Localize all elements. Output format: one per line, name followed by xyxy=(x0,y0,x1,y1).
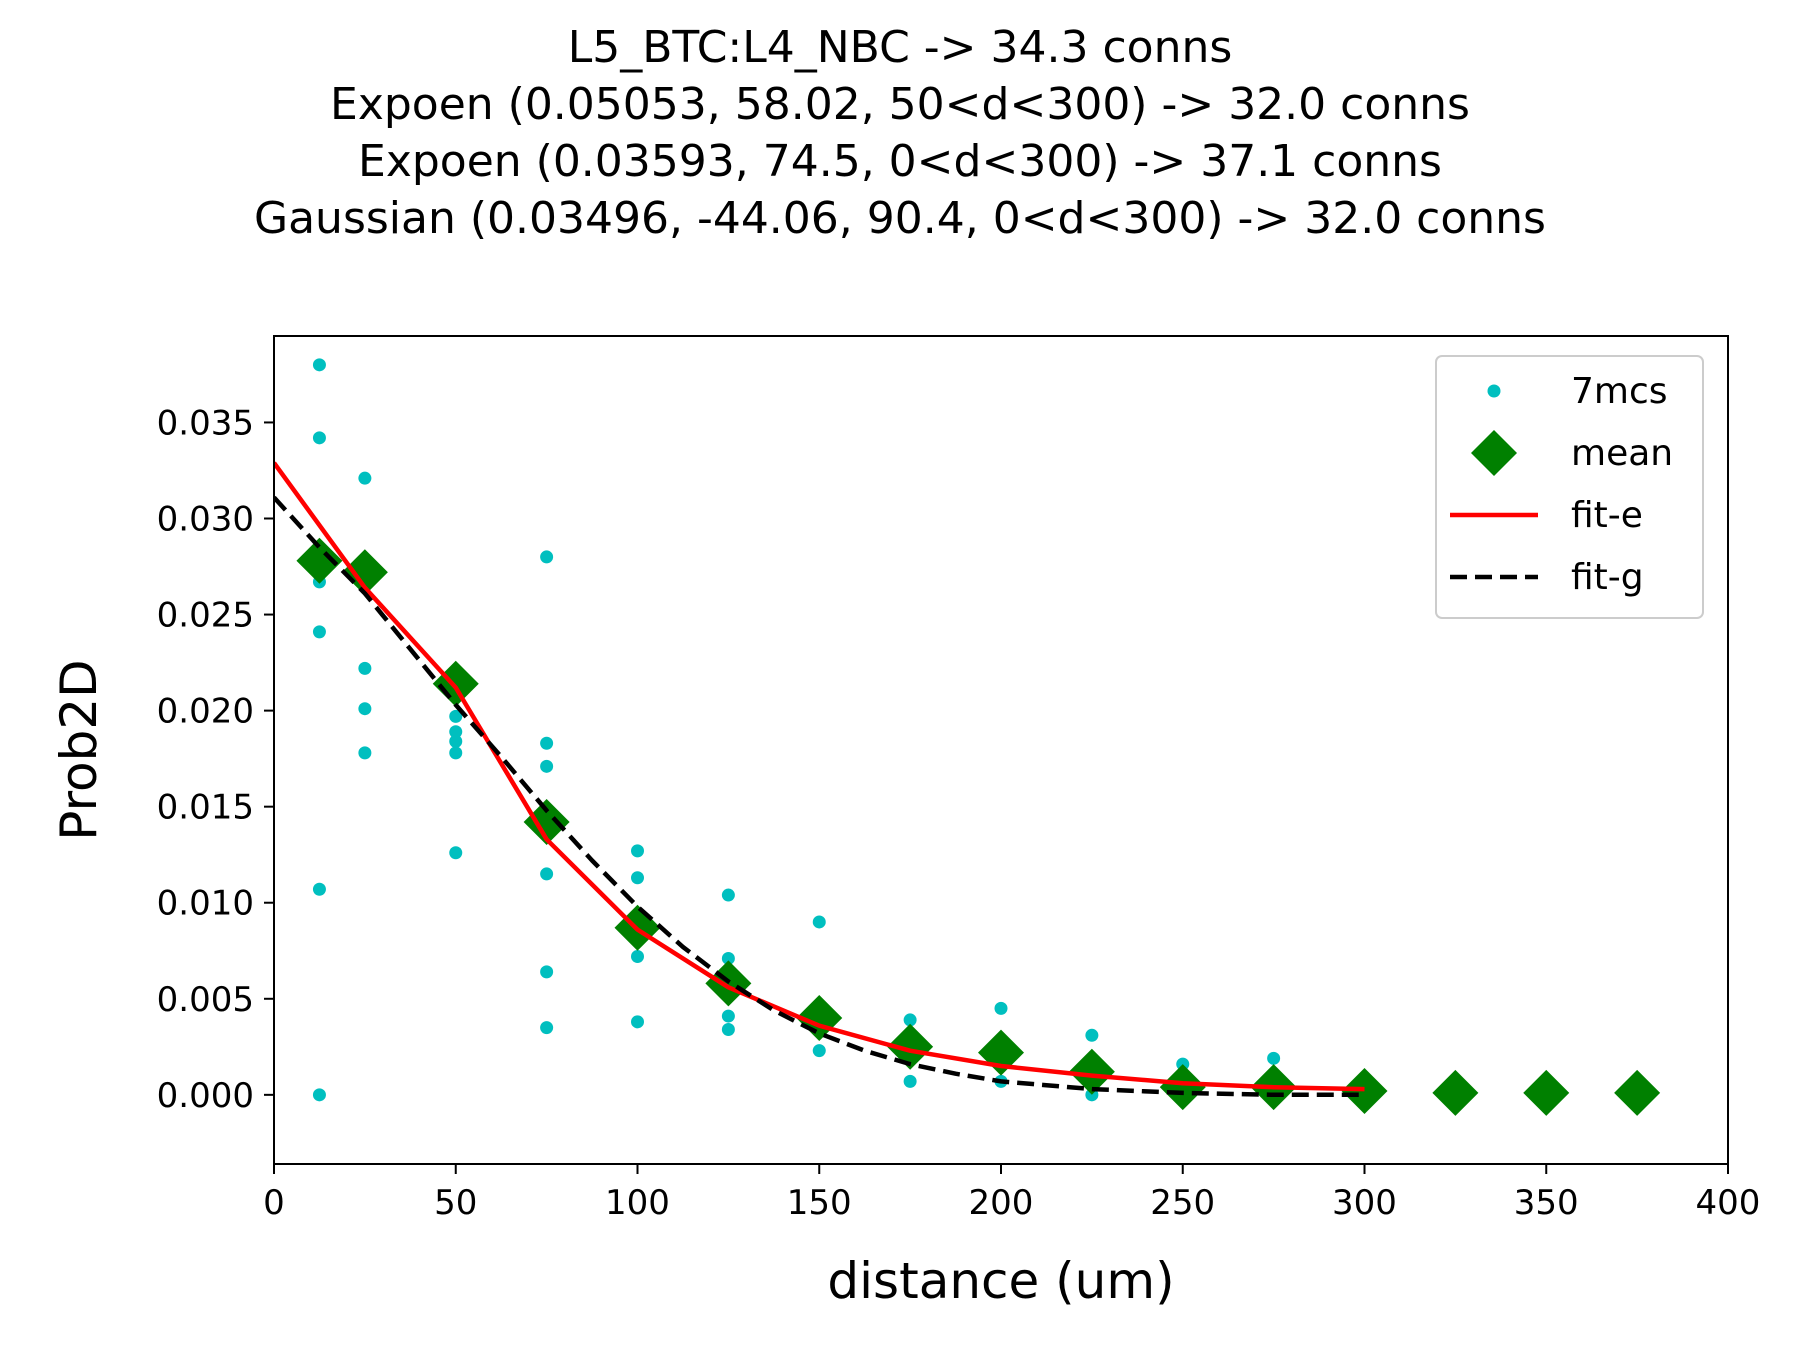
data-point-7mcs xyxy=(358,746,372,760)
data-point-7mcs xyxy=(631,871,644,885)
x-tick-label: 150 xyxy=(787,1183,852,1223)
y-tick-label: 0.035 xyxy=(157,403,254,443)
data-point-7mcs xyxy=(449,846,463,860)
mean-marker xyxy=(1614,1069,1661,1116)
data-point-7mcs xyxy=(540,550,554,564)
legend-handle-mean xyxy=(1471,430,1517,476)
legend-label-fit-g: fit-g xyxy=(1571,557,1644,598)
data-point-7mcs xyxy=(312,882,326,896)
y-tick-label: 0.015 xyxy=(157,788,254,828)
data-point-7mcs xyxy=(540,867,554,881)
data-point-7mcs xyxy=(1085,1088,1099,1102)
legend-label-fit-e: fit-e xyxy=(1571,495,1643,536)
data-point-7mcs xyxy=(540,736,554,750)
data-point-7mcs xyxy=(540,759,554,773)
y-tick-label: 0.010 xyxy=(157,884,254,924)
x-tick-label: 400 xyxy=(1696,1183,1761,1223)
chart-title-line-3: Expoen (0.03593, 74.5, 0<d<300) -> 37.1 … xyxy=(358,136,1442,187)
data-point-7mcs xyxy=(631,950,644,964)
mean-marker xyxy=(1523,1069,1570,1116)
mean-marker xyxy=(296,537,343,584)
x-tick-label: 50 xyxy=(434,1183,477,1223)
data-point-7mcs xyxy=(1176,1057,1190,1071)
data-point-7mcs xyxy=(1085,1028,1099,1042)
data-point-7mcs xyxy=(1267,1051,1281,1065)
y-tick-label: 0.000 xyxy=(157,1076,254,1116)
data-point-7mcs xyxy=(449,734,463,748)
data-point-7mcs xyxy=(312,431,326,445)
chart-title-line-4: Gaussian (0.03496, -44.06, 90.4, 0<d<300… xyxy=(254,193,1546,244)
data-point-7mcs xyxy=(631,1015,644,1029)
y-tick-label: 0.005 xyxy=(157,980,254,1020)
data-point-7mcs xyxy=(721,1023,735,1037)
legend-box xyxy=(1435,355,1704,619)
data-point-7mcs xyxy=(312,625,326,639)
data-point-7mcs xyxy=(358,661,372,675)
chart-title: L5_BTC:L4_NBC -> 34.3 conns Expoen (0.05… xyxy=(254,22,1546,244)
data-point-7mcs xyxy=(540,1021,554,1035)
series-line-fit-g xyxy=(274,495,1365,1098)
plot-data-layer xyxy=(274,358,1661,1116)
x-tick-label: 100 xyxy=(605,1183,670,1223)
data-point-7mcs xyxy=(449,746,463,760)
mean-marker xyxy=(1341,1067,1388,1114)
x-tick-label: 300 xyxy=(1332,1183,1397,1223)
mean-marker xyxy=(1068,1048,1115,1095)
data-point-7mcs xyxy=(358,702,372,716)
x-axis-label: distance (um) xyxy=(827,1252,1174,1310)
data-point-7mcs xyxy=(358,471,372,485)
x-tick-label: 250 xyxy=(1150,1183,1215,1223)
mean-marker xyxy=(341,549,388,596)
legend: 7mcs mean fit-e fit-g xyxy=(1435,355,1704,619)
y-tick-label: 0.030 xyxy=(157,500,254,540)
data-point-7mcs xyxy=(721,888,735,902)
data-point-7mcs xyxy=(721,951,735,965)
data-point-7mcs xyxy=(540,965,554,979)
data-point-7mcs xyxy=(812,1044,826,1058)
y-axis-label: Prob2D xyxy=(50,659,108,840)
data-point-7mcs xyxy=(312,1088,326,1102)
data-point-7mcs xyxy=(449,709,463,723)
series-line-fit-e xyxy=(274,461,1365,1092)
data-point-7mcs xyxy=(721,1009,735,1023)
x-tick-label: 350 xyxy=(1514,1183,1579,1223)
mean-marker xyxy=(887,1023,934,1070)
legend-label-mean: mean xyxy=(1571,433,1673,474)
y-tick-label: 0.020 xyxy=(157,692,254,732)
x-tick-label: 0 xyxy=(263,1183,285,1223)
data-point-7mcs xyxy=(449,725,463,739)
data-point-7mcs xyxy=(312,358,326,372)
mean-marker xyxy=(1432,1069,1479,1116)
y-tick-label: 0.025 xyxy=(157,596,254,636)
mean-marker xyxy=(523,799,570,846)
x-tick-label: 200 xyxy=(969,1183,1034,1223)
data-point-7mcs xyxy=(903,1013,917,1027)
axes: 0 50 100 150 200 250 300 350 400 0.000 0.005 0.010 0… xyxy=(157,335,1761,1223)
data-point-7mcs xyxy=(903,1074,917,1088)
data-point-7mcs xyxy=(631,844,644,858)
data-point-7mcs xyxy=(812,915,826,929)
chart-title-line-1: L5_BTC:L4_NBC -> 34.3 conns xyxy=(568,22,1233,73)
legend-label-7mcs: 7mcs xyxy=(1571,371,1668,412)
legend-handle-7mcs xyxy=(1487,384,1501,398)
chart-title-line-2: Expoen (0.05053, 58.02, 50<d<300) -> 32.… xyxy=(330,79,1470,130)
mean-marker xyxy=(1159,1064,1206,1111)
data-point-7mcs xyxy=(994,1001,1008,1015)
